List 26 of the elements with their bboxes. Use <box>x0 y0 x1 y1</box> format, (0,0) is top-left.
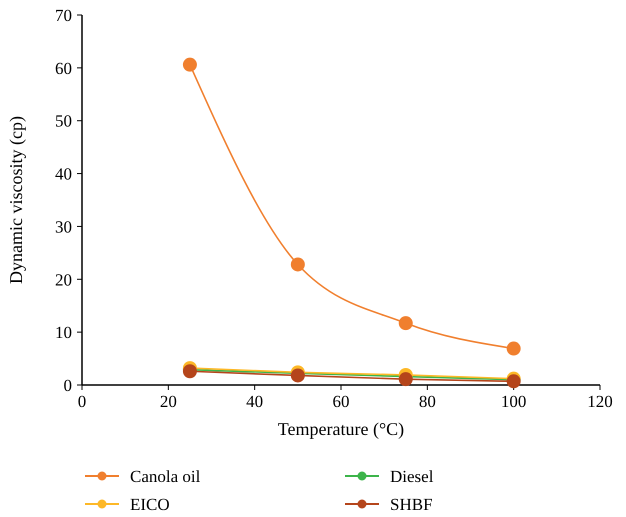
x-tick-label: 0 <box>78 392 86 411</box>
y-axis-title: Dynamic viscosity (cp) <box>6 116 26 284</box>
x-tick-label: 120 <box>587 392 613 411</box>
x-tick-label: 100 <box>500 392 526 411</box>
point <box>398 372 413 386</box>
y-tick-label: 20 <box>55 270 72 290</box>
legend-label: Canola oil <box>130 467 201 486</box>
y-tick-label: 10 <box>55 323 72 342</box>
y-tick-label: 70 <box>55 6 72 25</box>
legend-label: EICO <box>130 495 170 514</box>
point <box>290 257 305 272</box>
x-axis-title: Temperature (°C) <box>278 419 404 439</box>
y-tick-label: 60 <box>55 58 72 78</box>
legend-label: SHBF <box>390 495 433 514</box>
y-tick-label: 30 <box>55 217 72 236</box>
x-tick-label: 20 <box>160 392 177 411</box>
point <box>398 316 413 330</box>
x-tick-label: 40 <box>246 392 264 411</box>
y-tick-label: 50 <box>55 112 72 131</box>
y-tick-label: 40 <box>55 164 72 184</box>
legend-label: Diesel <box>390 467 434 486</box>
y-tick-label: 0 <box>64 376 72 395</box>
x-tick-label: 80 <box>418 392 436 411</box>
point <box>506 342 521 356</box>
point <box>182 58 197 72</box>
x-tick-label: 60 <box>332 392 350 411</box>
